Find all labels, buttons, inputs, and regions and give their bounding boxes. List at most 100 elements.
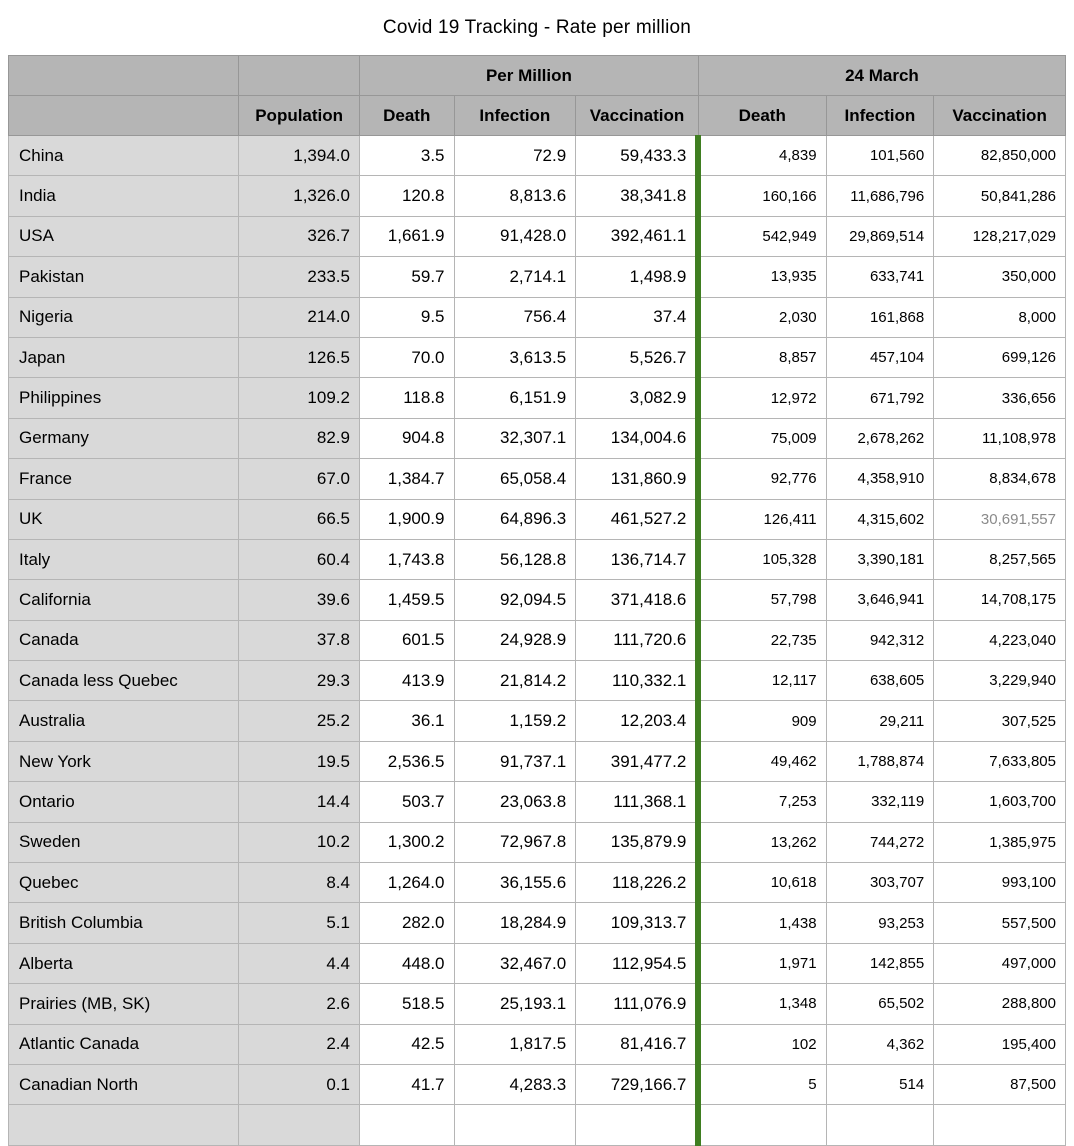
table-row: Japan 126.5 70.0 3,613.5 5,526.7 8,857 457,104…	[7, 336, 1066, 379]
cell-per-million-death: 904.8	[358, 417, 455, 460]
row-label: Atlantic Canada	[7, 1023, 240, 1065]
cell-march-vaccination: 30,691,557	[933, 498, 1066, 540]
row-label: India	[7, 175, 240, 217]
cell-march-infection: 161,868	[825, 296, 935, 338]
column-header-march-infection: Infection	[825, 95, 935, 136]
table-row: Canada less Quebec 29.3 413.9 21,814.2 110,3…	[7, 660, 1066, 702]
cell-march-death: 909	[695, 700, 827, 742]
cell-march-death: 12,117	[695, 660, 827, 702]
row-label: Prairies (MB, SK)	[7, 983, 240, 1025]
cell-march-vaccination: 699,126	[933, 336, 1066, 379]
cell-per-million-vaccination: 109,313.7	[575, 902, 699, 944]
cell-march-infection: 942,312	[825, 619, 935, 662]
cell-march-vaccination: 87,500	[933, 1063, 1066, 1106]
cell-per-million-vaccination: 37.4	[575, 296, 699, 338]
table-row: UK 66.5 1,900.9 64,896.3 461,527.2 126,411 4,3…	[7, 498, 1066, 540]
cell-per-million-vaccination: 1,498.9	[575, 256, 699, 298]
cell-march-infection: 29,211	[825, 700, 935, 742]
column-header-pm-vaccination: Vaccination	[575, 95, 699, 136]
cell-march-death: 22,735	[695, 619, 827, 662]
row-label: UK	[7, 498, 240, 540]
table-row: New York 19.5 2,536.5 91,737.1 391,477.2 49,4…	[7, 740, 1066, 783]
cell-per-million-death: 70.0	[358, 336, 455, 379]
cell-march-death: 542,949	[695, 215, 827, 258]
cell-march-infection: 11,686,796	[825, 175, 935, 217]
cell-population: 82.9	[238, 417, 360, 460]
cell-per-million-infection: 92,094.5	[453, 579, 577, 621]
cell-march-death: 2,030	[695, 296, 827, 338]
cell-march-infection: 101,560	[825, 134, 935, 177]
cell-per-million-infection: 6,151.9	[453, 377, 577, 419]
cell-population: 4.4	[238, 942, 360, 985]
cell-population: 14.4	[238, 781, 360, 823]
cell-per-million-death: 1,300.2	[358, 821, 455, 864]
column-header-pm-infection: Infection	[453, 95, 577, 136]
cell-per-million-infection	[453, 1104, 577, 1146]
cell-per-million-death: 36.1	[358, 700, 455, 742]
cell-march-vaccination	[933, 1104, 1066, 1146]
cell-per-million-death: 1,384.7	[358, 458, 455, 500]
cell-march-death: 4,839	[695, 134, 827, 177]
row-label: Alberta	[7, 942, 240, 985]
cell-march-death: 126,411	[695, 498, 827, 540]
table-row: USA 326.7 1,661.9 91,428.0 392,461.1 542,949 2…	[7, 215, 1066, 258]
cell-per-million-death: 120.8	[358, 175, 455, 217]
cell-march-vaccination: 8,834,678	[933, 458, 1066, 500]
cell-march-infection: 671,792	[825, 377, 935, 419]
cell-per-million-death: 1,459.5	[358, 579, 455, 621]
cell-march-infection: 2,678,262	[825, 417, 935, 460]
cell-per-million-death: 413.9	[358, 660, 455, 702]
cell-per-million-vaccination: 134,004.6	[575, 417, 699, 460]
cell-per-million-infection: 32,307.1	[453, 417, 577, 460]
table-row-partial	[7, 1104, 1066, 1146]
cell-march-infection: 457,104	[825, 336, 935, 379]
group-header-blank-name	[7, 55, 240, 96]
column-header-march-vaccination: Vaccination	[933, 95, 1066, 136]
cell-march-infection: 142,855	[825, 942, 935, 985]
cell-march-vaccination: 993,100	[933, 862, 1066, 904]
cell-march-infection: 4,315,602	[825, 498, 935, 540]
cell-per-million-infection: 3,613.5	[453, 336, 577, 379]
cell-march-infection: 4,362	[825, 1023, 935, 1065]
cell-march-death: 8,857	[695, 336, 827, 379]
cell-population: 2.4	[238, 1023, 360, 1065]
cell-per-million-death: 282.0	[358, 902, 455, 944]
cell-march-death: 12,972	[695, 377, 827, 419]
cell-per-million-vaccination: 729,166.7	[575, 1063, 699, 1106]
cell-population: 39.6	[238, 579, 360, 621]
cell-march-vaccination: 307,525	[933, 700, 1066, 742]
cell-march-vaccination: 11,108,978	[933, 417, 1066, 460]
cell-per-million-vaccination: 5,526.7	[575, 336, 699, 379]
cell-per-million-vaccination: 81,416.7	[575, 1023, 699, 1065]
cell-march-infection	[825, 1104, 935, 1146]
cell-per-million-infection: 36,155.6	[453, 862, 577, 904]
cell-march-death: 105,328	[695, 538, 827, 581]
cell-per-million-death: 1,743.8	[358, 538, 455, 581]
cell-per-million-infection: 65,058.4	[453, 458, 577, 500]
row-label: British Columbia	[7, 902, 240, 944]
row-label: USA	[7, 215, 240, 258]
cell-march-death: 5	[695, 1063, 827, 1106]
cell-per-million-death: 9.5	[358, 296, 455, 338]
cell-march-infection: 514	[825, 1063, 935, 1106]
cell-per-million-vaccination: 391,477.2	[575, 740, 699, 783]
cell-per-million-infection: 32,467.0	[453, 942, 577, 985]
cell-march-vaccination: 8,257,565	[933, 538, 1066, 581]
table-row: Alberta 4.4 448.0 32,467.0 112,954.5 1,971 142…	[7, 942, 1066, 985]
cell-march-infection: 65,502	[825, 983, 935, 1025]
row-label: Italy	[7, 538, 240, 581]
table-row: California 39.6 1,459.5 92,094.5 371,418.6 57…	[7, 579, 1066, 621]
cell-per-million-infection: 8,813.6	[453, 175, 577, 217]
table-body: China 1,394.0 3.5 72.9 59,433.3 4,839 101,560 8…	[7, 134, 1066, 1146]
cell-march-death: 57,798	[695, 579, 827, 621]
cell-per-million-death: 42.5	[358, 1023, 455, 1065]
cell-per-million-infection: 1,817.5	[453, 1023, 577, 1065]
table-row: Italy 60.4 1,743.8 56,128.8 136,714.7 105,328…	[7, 538, 1066, 581]
cell-per-million-infection: 91,428.0	[453, 215, 577, 258]
cell-march-death: 1,348	[695, 983, 827, 1025]
cell-march-death: 92,776	[695, 458, 827, 500]
cell-population: 60.4	[238, 538, 360, 581]
cell-population: 66.5	[238, 498, 360, 540]
cell-march-vaccination: 336,656	[933, 377, 1066, 419]
cell-per-million-vaccination: 3,082.9	[575, 377, 699, 419]
